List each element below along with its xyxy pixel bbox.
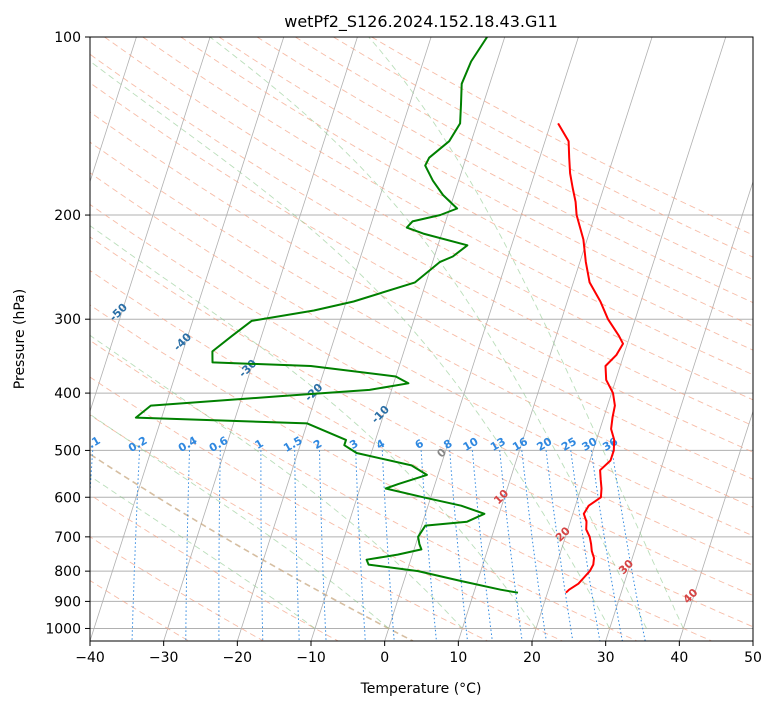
y-tick-label: 600 <box>54 490 81 506</box>
isotherm-line <box>90 37 285 641</box>
x-tick-label: 20 <box>523 650 541 666</box>
dry-adiabat-line <box>90 376 563 641</box>
isotherm-line <box>163 37 358 641</box>
dewpoint-line <box>134 37 519 594</box>
mixing-ratio-line <box>260 450 264 641</box>
mixing-ratio-line <box>319 450 327 641</box>
isotherm-line <box>236 37 432 641</box>
isotherm-line <box>605 180 753 641</box>
mixing-ratio-line <box>218 450 221 641</box>
x-tick-label: 10 <box>449 650 467 666</box>
dry-adiabat-line <box>90 536 264 641</box>
isotherm-line <box>678 410 753 641</box>
temperature-line <box>557 122 624 594</box>
mixing-ratio-line <box>185 450 190 641</box>
x-tick-label: 0 <box>380 650 389 666</box>
dry-adiabat-line <box>90 453 414 641</box>
isotherm-line <box>457 37 653 641</box>
y-tick-label: 400 <box>54 386 81 402</box>
mixing-ratio-line <box>545 450 574 641</box>
mixing-ratio-line <box>449 450 468 641</box>
x-axis-label: Temperature (°C) <box>360 681 482 697</box>
isotherm-line <box>752 639 753 641</box>
x-tick-label: 40 <box>670 650 688 666</box>
mixing-ratio-line <box>590 450 623 641</box>
y-tick-label: 300 <box>54 312 81 328</box>
x-axis-ticks: −40 −30 −20 −10 0 10 20 30 40 50 <box>75 641 762 666</box>
isotherm-label: -60 <box>44 267 67 290</box>
x-tick-label: −30 <box>149 650 179 666</box>
mixing-ratio-line <box>420 450 437 641</box>
y-tick-label: 100 <box>54 30 81 46</box>
mixing-ratio-line <box>131 450 140 641</box>
isotherm-line <box>0 37 63 641</box>
dry-adiabat-line <box>90 236 753 597</box>
mixing-ratio-line <box>294 450 300 641</box>
dry-adiabat-line <box>90 141 753 508</box>
moist-adiabat-line <box>90 334 463 629</box>
moist-adiabat-line <box>209 37 647 629</box>
mixing-ratio-line <box>499 450 523 641</box>
dry-adiabat-line <box>218 37 753 327</box>
x-tick-label: −10 <box>296 650 326 666</box>
moist-adiabat-line <box>368 37 684 629</box>
plot-background <box>90 37 753 641</box>
dry-adiabat-line <box>90 203 753 566</box>
y-tick-label: 900 <box>54 594 81 610</box>
y-tick-label: 1000 <box>45 621 81 637</box>
dry-adiabat-line <box>90 339 638 641</box>
y-tick-label: 500 <box>54 443 81 459</box>
isotherm-label: -70 <box>0 229 6 252</box>
mixing-ratio-line <box>521 450 547 641</box>
mixing-ratio-line <box>471 450 493 641</box>
isotherm-line <box>531 37 727 641</box>
y-tick-label: 200 <box>54 208 81 224</box>
y-axis-label: Pressure (hPa) <box>12 289 28 389</box>
y-axis-ticks: 100 200 300 400 500 600 700 800 900 1000 <box>45 30 90 637</box>
x-tick-label: −20 <box>223 650 253 666</box>
dry-adiabat-line <box>90 269 753 628</box>
isotherm-line <box>310 37 506 641</box>
isotherm-line <box>90 37 211 413</box>
chart-title: wetPf2_S126.2024.152.18.43.G11 <box>284 12 558 32</box>
isotherm-line <box>384 37 579 641</box>
y-tick-label: 800 <box>54 564 81 580</box>
moist-adiabat-line <box>90 413 389 629</box>
dry-adiabat-line <box>90 304 712 641</box>
background-lines <box>0 37 753 641</box>
isotherm-line <box>90 37 137 184</box>
mixing-ratio-line <box>570 450 601 641</box>
mixing-ratio-line <box>381 450 395 641</box>
plot-frame <box>89 36 754 642</box>
x-tick-label: 50 <box>744 650 762 666</box>
dry-adiabat-line <box>180 37 753 351</box>
x-tick-label: 30 <box>597 650 615 666</box>
x-tick-label: −40 <box>75 650 105 666</box>
profile-series <box>134 37 624 594</box>
dry-adiabat-line <box>256 37 753 304</box>
mixing-ratio-line <box>355 450 366 641</box>
y-tick-label: 700 <box>54 530 81 546</box>
